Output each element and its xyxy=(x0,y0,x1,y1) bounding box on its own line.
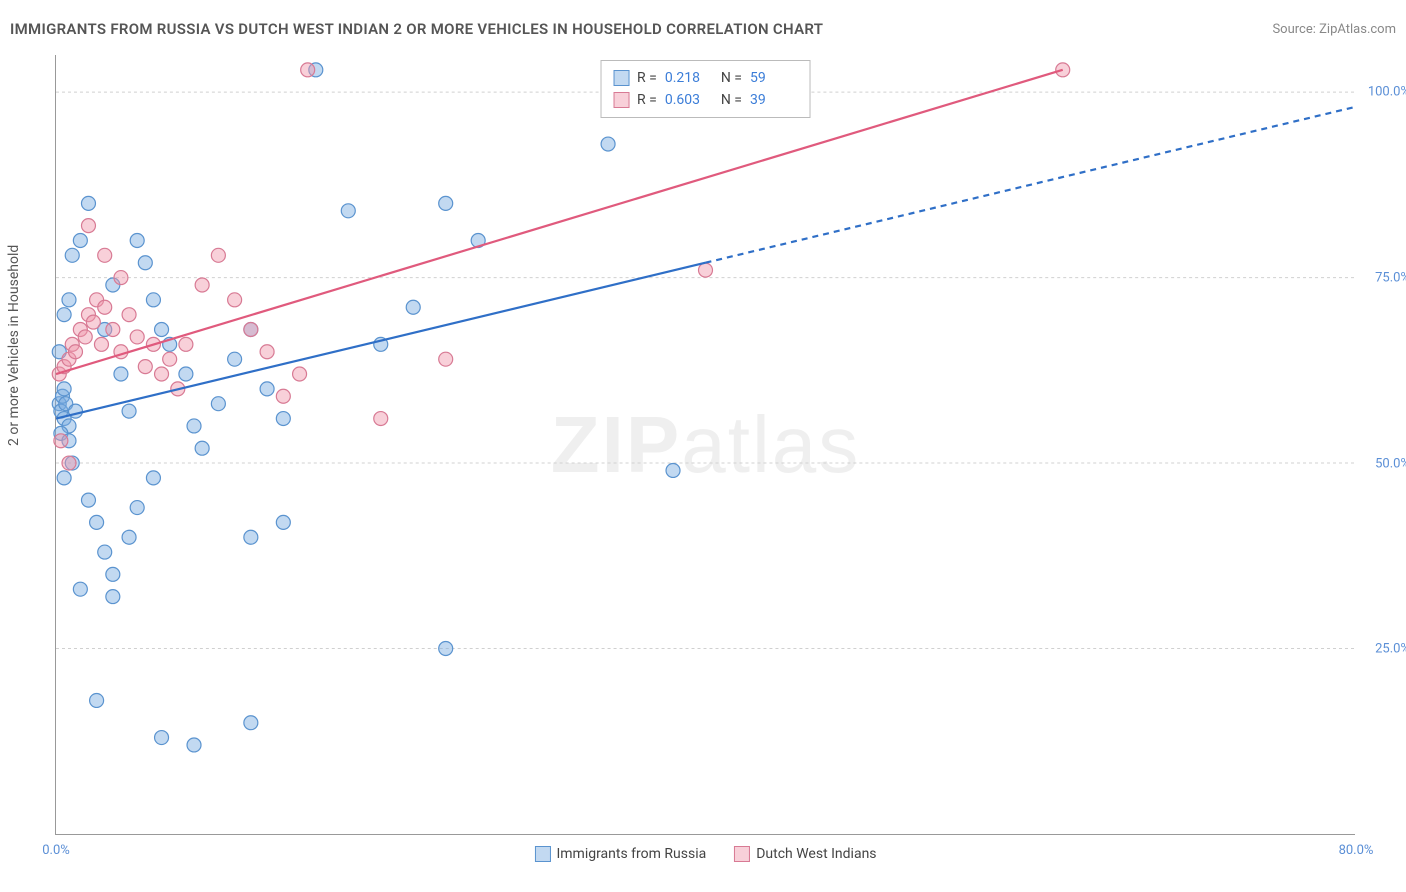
r-value-1: 0.603 xyxy=(665,89,713,111)
y-tick-label: 50.0% xyxy=(1360,456,1406,471)
source-label: Source: xyxy=(1272,22,1315,37)
y-tick-label: 25.0% xyxy=(1360,642,1406,657)
chart-title: IMMIGRANTS FROM RUSSIA VS DUTCH WEST IND… xyxy=(10,20,823,38)
n-value-0: 59 xyxy=(750,67,798,89)
chart-svg xyxy=(56,55,1355,834)
source-link[interactable]: ZipAtlas.com xyxy=(1319,22,1396,37)
source-attribution: Source: ZipAtlas.com xyxy=(1272,22,1396,37)
r-label: R = xyxy=(637,67,657,89)
stats-legend-box: R = 0.218 N = 59 R = 0.603 N = 39 xyxy=(600,60,811,118)
r-value-0: 0.218 xyxy=(665,67,713,89)
legend-item-0: Immigrants from Russia xyxy=(534,846,706,862)
stats-row-series-0: R = 0.218 N = 59 xyxy=(613,67,798,89)
x-tick-label: 80.0% xyxy=(1339,843,1374,858)
r-label: R = xyxy=(637,89,657,111)
n-value-1: 39 xyxy=(750,89,798,111)
swatch-series-1 xyxy=(613,92,629,108)
y-axis-label: 2 or more Vehicles in Household xyxy=(6,245,22,446)
legend-item-1: Dutch West Indians xyxy=(734,846,876,862)
legend-bottom: Immigrants from Russia Dutch West Indian… xyxy=(534,846,876,862)
y-tick-label: 100.0% xyxy=(1360,85,1406,100)
n-label: N = xyxy=(721,67,742,89)
n-label: N = xyxy=(721,89,742,111)
stats-row-series-1: R = 0.603 N = 39 xyxy=(613,89,798,111)
swatch-series-0 xyxy=(613,70,629,86)
swatch-series-1 xyxy=(734,846,750,862)
swatch-series-0 xyxy=(534,846,550,862)
legend-label-0: Immigrants from Russia xyxy=(556,846,706,862)
legend-label-1: Dutch West Indians xyxy=(756,846,876,862)
y-tick-label: 75.0% xyxy=(1360,270,1406,285)
plot-area: ZIPatlas 25.0%50.0%75.0%100.0% 0.0%80.0%… xyxy=(55,55,1355,835)
title-bar: IMMIGRANTS FROM RUSSIA VS DUTCH WEST IND… xyxy=(10,20,1396,38)
x-tick-label: 0.0% xyxy=(42,843,70,858)
